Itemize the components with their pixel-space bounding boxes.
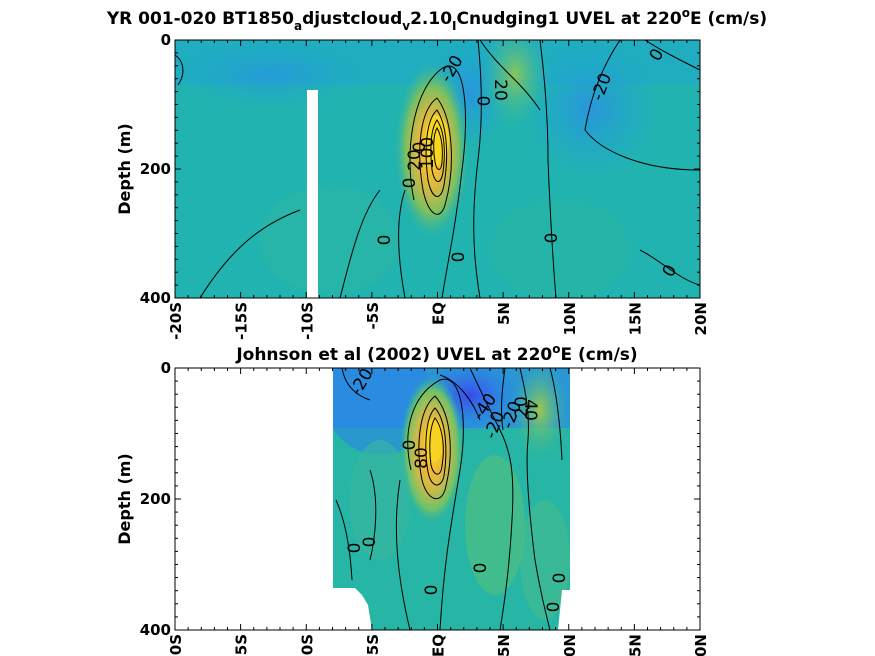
contour-label: 80 (412, 447, 432, 469)
y-tick-label: 200 (140, 160, 171, 178)
contour-label: 0 (360, 537, 380, 548)
contour-label: 0 (475, 96, 495, 107)
x-tick-label: 15N (626, 634, 644, 656)
contour-label: 100 (418, 137, 438, 169)
x-tick-label: 10N (561, 634, 579, 656)
y-tick-label: 400 (140, 289, 171, 307)
contour-label: 0 (400, 178, 420, 189)
heatmap-field-2 (333, 368, 570, 630)
contour-label: 20 (512, 396, 532, 418)
x-tick-label: -5S (364, 302, 382, 329)
contour-label: 0 (449, 252, 469, 263)
x-tick-label: -20S (167, 302, 185, 340)
y-tick-label: 400 (140, 621, 171, 639)
contour-label: 0 (410, 142, 430, 153)
x-tick-label: -20S (167, 634, 185, 656)
x-tick-label: 20N (692, 634, 710, 656)
contour-label: 0 (542, 233, 562, 244)
x-tick-label: 5N (495, 302, 513, 325)
x-tick-label: 15N (626, 302, 644, 335)
x-tick-label: 5N (495, 634, 513, 656)
panel-1: YR 001-020 BT1850adjustcloudv2.10ICnudgi… (106, 6, 767, 340)
contour-label: 20 (405, 149, 425, 171)
missing-data-band (307, 90, 318, 298)
contour-label: 0 (345, 543, 365, 554)
contour-label: 0 (375, 235, 395, 246)
x-tick-label: -15S (233, 302, 251, 340)
x-tick-label: -10S (298, 302, 316, 340)
contour-label: 0 (400, 440, 420, 451)
x-tick-label: EQ (430, 634, 448, 656)
y-axis-label-1: Depth (m) (115, 123, 134, 215)
x-tick-label: -5S (364, 634, 382, 656)
contour-label: 0 (471, 563, 491, 574)
x-tick-label: -15S (233, 634, 251, 656)
x-axis-2: -20S -15S -10S -5S EQ 5N 10N 15N 20N (167, 368, 710, 656)
contour-label: 0 (422, 585, 442, 596)
contour-label: 0 (544, 602, 564, 613)
x-tick-label: 20N (692, 302, 710, 335)
y-tick-label: 0 (161, 31, 171, 49)
panel-2: Johnson et al (2002) UVEL at 220oE (cm/s… (115, 342, 710, 656)
x-axis-1: -20S -15S -10S -5S EQ 5N 10N 15N 20N (167, 40, 710, 340)
y-tick-label: 200 (140, 490, 171, 508)
contour-lines-2 (335, 368, 563, 630)
y-axis-label-2: Depth (m) (115, 453, 134, 545)
title-2: Johnson et al (2002) UVEL at 220oE (cm/s… (235, 342, 637, 365)
contour-label: 0 (550, 573, 570, 584)
x-tick-label: -10S (298, 634, 316, 656)
y-tick-label: 0 (161, 359, 171, 377)
x-tick-label: EQ (430, 302, 448, 325)
contour-label: 20 (490, 79, 510, 101)
x-tick-label: 10N (561, 302, 579, 335)
contour-lines-1 (175, 40, 700, 298)
title-1: YR 001-020 BT1850adjustcloudv2.10ICnudgi… (106, 6, 767, 33)
contour-label: 40 (520, 399, 540, 421)
